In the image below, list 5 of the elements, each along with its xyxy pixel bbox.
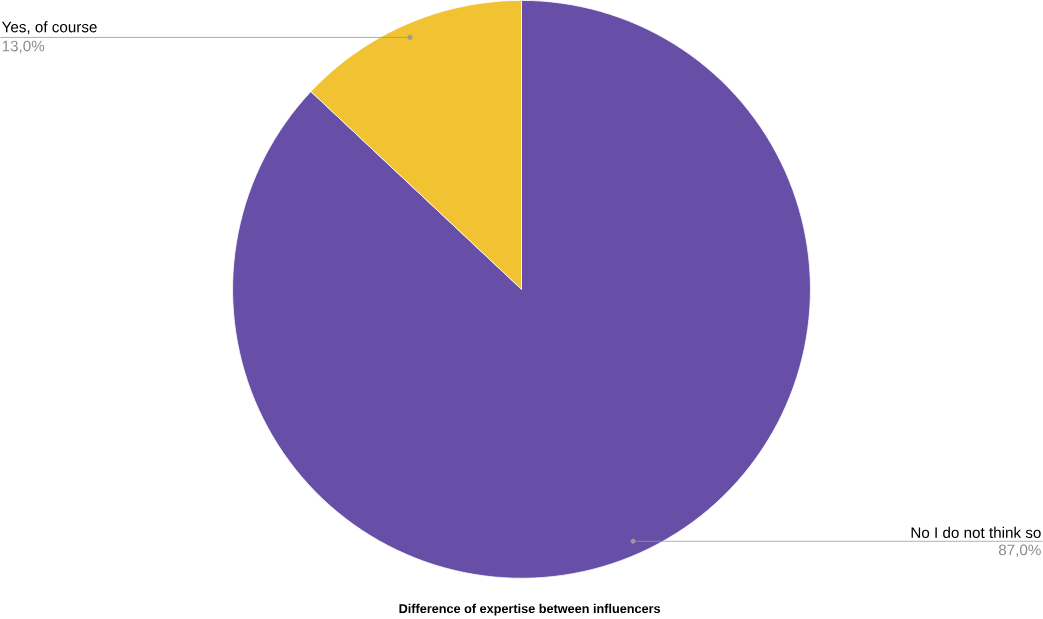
text: Difference of expertise between influencers — [399, 603, 661, 616]
slice-label: No I do not think so — [911, 526, 1041, 538]
data-label: 87,0% — [998, 544, 1041, 558]
data-label: 13,0% — [2, 40, 45, 54]
slice-label: Yes, of course — [1, 21, 97, 35]
